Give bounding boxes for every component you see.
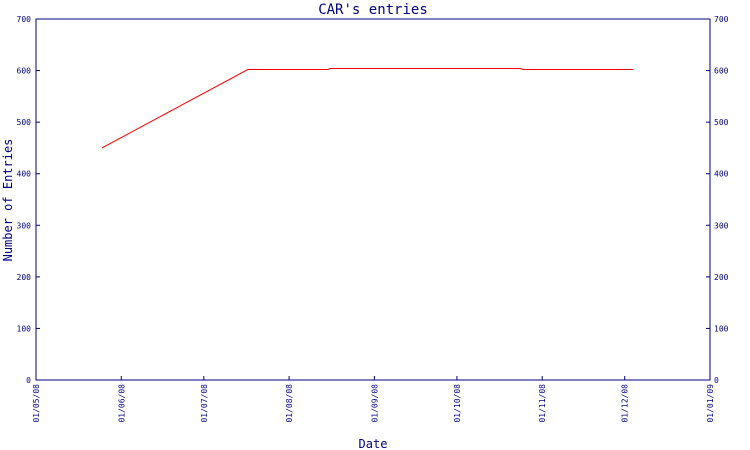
x-tick-label: 01/11/08 [538,384,547,423]
y-tick-label-left: 700 [17,15,32,24]
x-tick-label: 01/10/08 [453,384,462,423]
y-tick-label-right: 500 [714,118,729,127]
y-tick-label-left: 600 [17,67,32,76]
y-tick-label-right: 600 [714,67,729,76]
series-line [101,68,633,149]
x-tick-label: 01/05/08 [32,384,41,423]
y-tick-label-left: 300 [17,221,32,230]
plot-frame [35,18,711,381]
y-axis-label: Number of Entries [1,139,15,262]
y-tick-label-left: 100 [17,324,32,333]
y-tick-label-right: 200 [714,273,729,282]
y-tick-label-left: 400 [17,170,32,179]
y-tick-label-left: 500 [17,118,32,127]
x-tick-label: 01/06/08 [117,384,126,423]
x-axis-label: Date [359,437,388,450]
y-tick-label-right: 300 [714,221,729,230]
x-tick-label: 01/12/08 [621,384,630,423]
y-tick-label-left: 0 [26,376,31,385]
x-tick-label: 01/07/08 [200,384,209,423]
y-tick-label-right: 400 [714,170,729,179]
chart-title: CAR's entries [318,2,428,18]
plot-area: 0 0 100 100 200 200 300 300 400 400 500 500 600 600 70… [17,15,729,423]
x-tick-label: 01/08/08 [285,384,294,423]
x-tick-label: 01/09/08 [370,384,379,423]
y-tick-label-right: 100 [714,324,729,333]
x-tick-label: 01/01/09 [706,384,715,423]
y-tick-label-left: 200 [17,273,32,282]
y-tick-label-right: 0 [714,376,719,385]
y-tick-label-right: 700 [714,15,729,24]
